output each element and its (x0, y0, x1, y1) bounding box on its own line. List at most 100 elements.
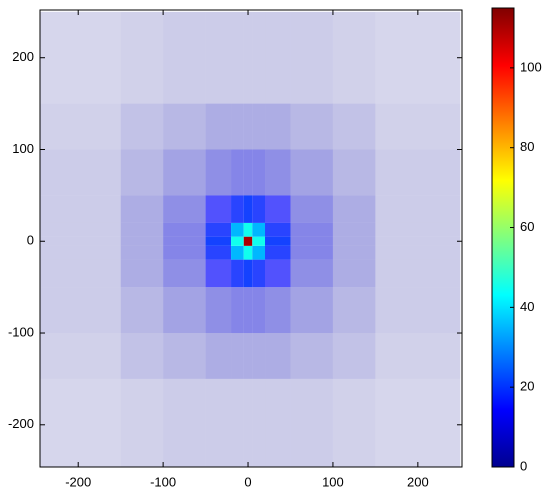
heat-cell (375, 222, 461, 237)
heat-cell (163, 222, 206, 237)
heat-cell (243, 195, 253, 223)
heat-cell (40, 259, 121, 288)
heat-cell (205, 245, 232, 260)
heat-cell (243, 11, 253, 104)
heat-cell (40, 195, 121, 223)
heat-cell (231, 333, 244, 379)
heat-cell (252, 245, 266, 260)
heat-cell (231, 195, 244, 223)
heat-cell (163, 236, 206, 246)
heat-cell (332, 11, 376, 104)
heat-cell (265, 287, 291, 334)
heat-cell (120, 11, 164, 104)
heat-cell (265, 333, 291, 379)
heat-cell (375, 103, 461, 150)
heat-cell (290, 333, 333, 379)
heat-cell (332, 103, 376, 150)
heat-cell (163, 259, 206, 288)
heat-cell (375, 245, 461, 260)
colorbar (491, 7, 515, 468)
heat-cell (40, 378, 121, 467)
heat-cell (290, 245, 333, 260)
colorbar-tick-label: 0 (520, 458, 527, 473)
heat-cell (290, 11, 333, 104)
heat-cell (40, 245, 121, 260)
heat-cell (265, 259, 291, 288)
heat-cell (120, 222, 164, 237)
heat-cell (332, 333, 376, 379)
colorbar-tick-label: 100 (520, 59, 542, 74)
heat-cell (163, 103, 206, 150)
heat-cell (375, 195, 461, 223)
heat-cell (375, 287, 461, 334)
heat-cell (40, 149, 121, 196)
heatmap (40, 11, 461, 467)
heat-cell (231, 11, 244, 104)
plot-frame (39, 9, 463, 468)
heat-cell (40, 222, 121, 237)
heat-cell (120, 287, 164, 334)
heat-cell (265, 222, 291, 237)
heat-cell (252, 287, 266, 334)
heat-cell (40, 103, 121, 150)
heat-cell (290, 378, 333, 467)
y-tick-label: 100 (12, 141, 34, 156)
heat-cell (332, 378, 376, 467)
heat-cell (163, 149, 206, 196)
heat-cell (290, 149, 333, 196)
heat-cell (243, 222, 253, 237)
heat-cell (120, 245, 164, 260)
heat-cell (252, 149, 266, 196)
heat-cell (332, 245, 376, 260)
heat-cell (243, 333, 253, 379)
heat-cell (290, 195, 333, 223)
heat-cell (243, 103, 253, 150)
heat-cell (375, 149, 461, 196)
heat-cell (163, 245, 206, 260)
heat-cell (375, 236, 461, 246)
heat-cell (290, 103, 333, 150)
x-tick-label: -200 (65, 474, 91, 489)
heat-cell (265, 149, 291, 196)
heat-cell (243, 236, 253, 246)
heat-cell (120, 149, 164, 196)
heat-cell (163, 287, 206, 334)
heat-cell (332, 149, 376, 196)
heat-cell (265, 195, 291, 223)
heat-cell (163, 333, 206, 379)
heat-cell (163, 11, 206, 104)
heat-cell (205, 236, 232, 246)
colorbar-tick-label: 80 (520, 139, 534, 154)
heat-cell (265, 103, 291, 150)
heat-cell (265, 11, 291, 104)
heat-cell (265, 245, 291, 260)
heat-cell (265, 236, 291, 246)
heat-cell (375, 259, 461, 288)
heat-cell (243, 378, 253, 467)
heat-cell (252, 333, 266, 379)
heat-cell (205, 195, 232, 223)
heat-cell (332, 259, 376, 288)
y-tick-label: 200 (12, 49, 34, 64)
heat-cell (231, 103, 244, 150)
heat-cell (375, 11, 461, 104)
heat-cell (231, 259, 244, 288)
heat-cell (231, 245, 244, 260)
heat-cell (375, 378, 461, 467)
y-tick-label: 0 (27, 233, 34, 248)
heat-cell (40, 333, 121, 379)
heat-cell (290, 259, 333, 288)
heat-cell (205, 333, 232, 379)
heat-cell (231, 222, 244, 237)
heat-cell (120, 236, 164, 246)
heat-cell (205, 103, 232, 150)
y-tick-label: -100 (8, 324, 34, 339)
heat-cell (120, 259, 164, 288)
heat-cell (243, 149, 253, 196)
heat-cell (231, 378, 244, 467)
heat-cell (120, 103, 164, 150)
heat-cell (252, 11, 266, 104)
x-tick-label: -100 (150, 474, 176, 489)
heat-cell (332, 236, 376, 246)
